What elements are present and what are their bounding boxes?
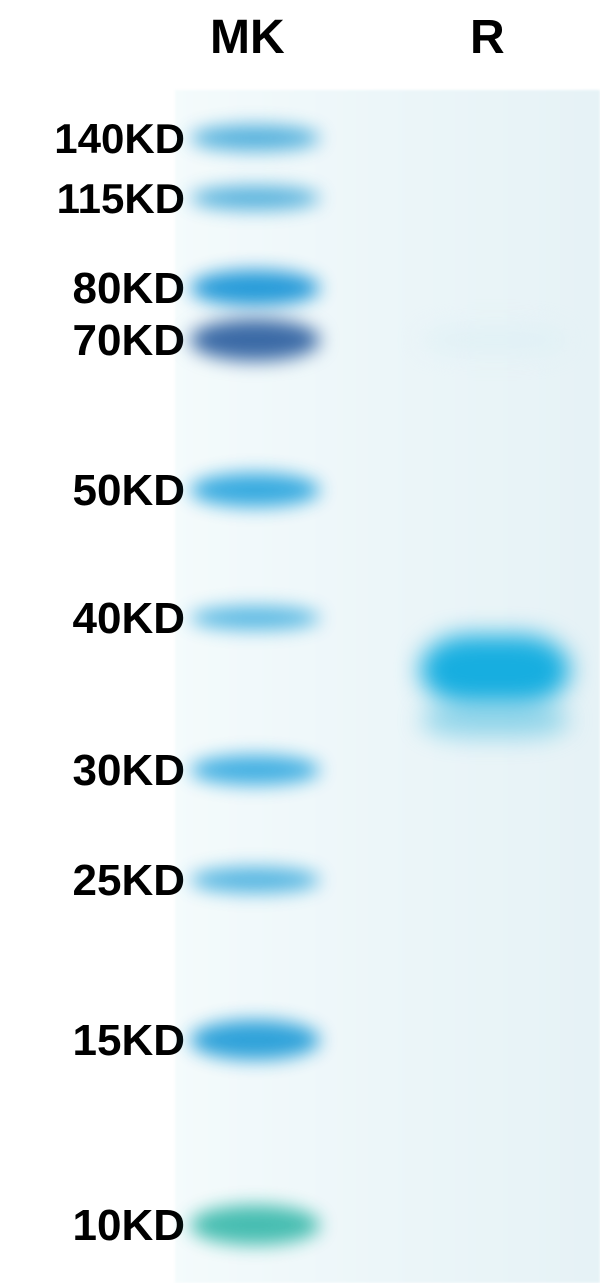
- marker-band-10kd: [190, 1205, 320, 1245]
- marker-band-70kd: [190, 319, 320, 361]
- mw-label-50kd: 50KD: [73, 466, 186, 516]
- mw-label-140kd: 140KD: [54, 115, 185, 163]
- marker-band-30kd: [190, 755, 320, 785]
- mw-label-115kd: 115KD: [57, 175, 185, 223]
- mw-label-25kd: 25KD: [73, 856, 186, 906]
- sample-ghost-band-0: [420, 326, 570, 354]
- marker-band-80kd: [190, 270, 320, 306]
- sample-band-1: [420, 702, 570, 738]
- sample-band-0: [420, 635, 570, 705]
- marker-band-50kd: [190, 473, 320, 507]
- marker-band-140kd: [190, 125, 320, 151]
- marker-band-40kd: [190, 606, 320, 630]
- mw-label-80kd: 80KD: [73, 264, 186, 314]
- sample-lane-header: R: [470, 10, 505, 65]
- mw-label-30kd: 30KD: [73, 746, 186, 796]
- mw-label-70kd: 70KD: [73, 316, 186, 366]
- marker-band-25kd: [190, 867, 320, 893]
- marker-band-115kd: [190, 186, 320, 210]
- mw-label-40kd: 40KD: [73, 594, 186, 644]
- mw-label-10kd: 10KD: [73, 1201, 186, 1251]
- marker-lane-header: MK: [210, 10, 285, 65]
- mw-label-15kd: 15KD: [73, 1016, 186, 1066]
- marker-band-15kd: [190, 1020, 320, 1060]
- gel-figure: MK R 140KD 115KD 80KD70KD 50KD 40KD 30KD 25KD 15…: [0, 0, 600, 1283]
